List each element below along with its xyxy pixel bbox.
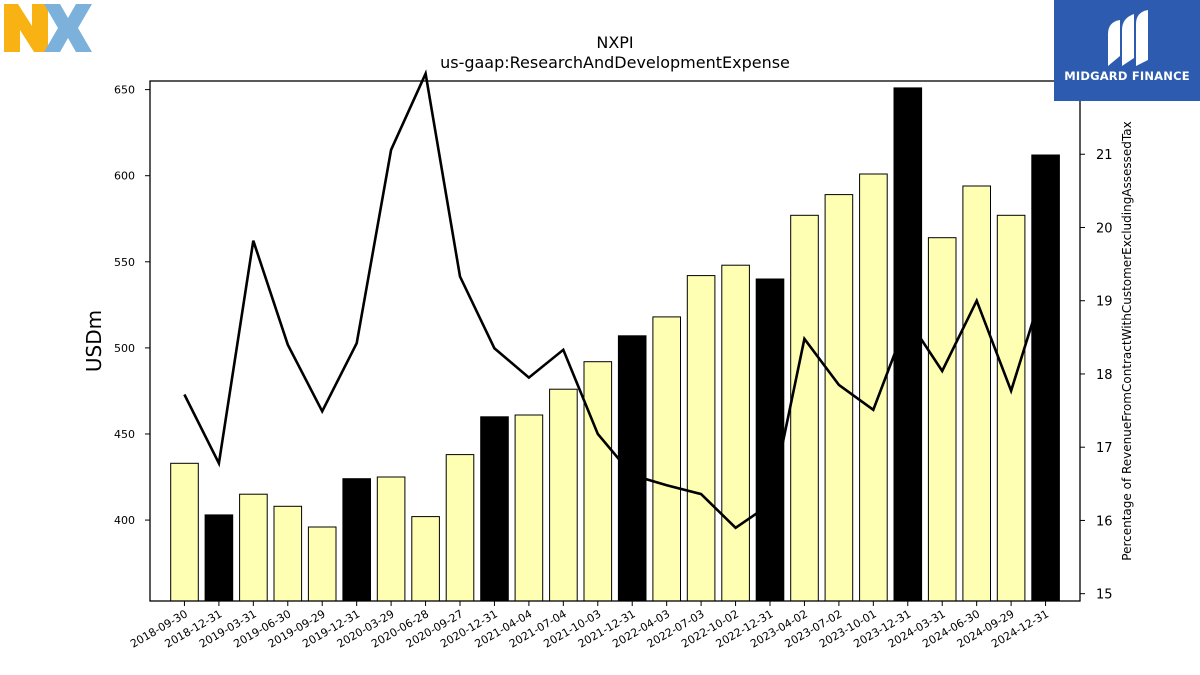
bar-2022-10-02 xyxy=(721,264,750,602)
midgard-finance-logo: MIDGARD FINANCE xyxy=(1054,0,1200,101)
y-tick-label: 500 xyxy=(114,342,135,355)
bar-2023-04-02 xyxy=(790,214,819,602)
y2-tick-label: 17 xyxy=(1096,441,1113,456)
bar-2020-06-28 xyxy=(411,516,440,602)
bar-2019-03-31 xyxy=(239,493,268,602)
bar-2018-09-30 xyxy=(170,462,199,602)
bar-2022-12-31 xyxy=(755,278,785,602)
bar-2024-03-31 xyxy=(927,237,957,602)
y-tick-label: 550 xyxy=(114,256,135,269)
y2-axis-label: Percentage of RevenueFromContractWithCus… xyxy=(1120,121,1134,560)
bar-2021-12-31 xyxy=(617,335,647,602)
bar-2021-10-03 xyxy=(583,361,613,602)
bar-2024-09-29 xyxy=(996,214,1026,602)
bar-2018-12-31 xyxy=(204,514,234,602)
y-tick-label: 400 xyxy=(114,514,135,527)
y2-tick-label: 15 xyxy=(1096,588,1113,603)
bar-2024-06-30 xyxy=(962,185,992,602)
bar-2019-06-30 xyxy=(273,505,303,602)
bar-2022-07-03 xyxy=(686,275,716,602)
plot-frame xyxy=(149,80,1081,602)
bar-2020-03-29 xyxy=(376,476,406,602)
chart-title: NXPI xyxy=(596,33,633,52)
bar-2021-07-04 xyxy=(549,388,578,602)
y2-tick-label: 21 xyxy=(1096,148,1113,163)
y2-tick-label: 20 xyxy=(1096,221,1113,236)
bar-2022-04-03 xyxy=(652,316,682,602)
y2-tick-label: 16 xyxy=(1096,514,1113,529)
y-tick-label: 650 xyxy=(114,84,135,97)
y2-tick-label: 19 xyxy=(1096,295,1113,310)
bar-2019-12-31 xyxy=(342,478,371,602)
line-series xyxy=(183,69,1047,530)
y-axis-label: USDm xyxy=(82,310,106,372)
y2-tick-label: 18 xyxy=(1096,368,1113,383)
midgard-mark-icon xyxy=(1108,10,1148,66)
bar-2023-07-02 xyxy=(824,194,854,602)
bar-2024-12-31 xyxy=(1031,154,1060,602)
line-series-path xyxy=(183,69,1047,530)
y-axis-left: 400 450 500 550 600 650 xyxy=(114,84,150,527)
y-tick-label: 600 xyxy=(114,170,135,183)
bar-2020-12-31 xyxy=(480,416,509,602)
nxp-logo xyxy=(4,4,120,52)
bar-2020-09-27 xyxy=(445,454,475,602)
x-axis: 2018-09-302018-12-312019-03-312019-06-30… xyxy=(128,601,1051,651)
bar-2021-04-04 xyxy=(514,414,544,602)
bar-2019-09-29 xyxy=(307,526,337,602)
y-tick-label: 450 xyxy=(114,428,135,441)
midgard-finance-label: MIDGARD FINANCE xyxy=(1064,69,1190,83)
bar-series xyxy=(170,87,1060,602)
y-axis-right: 15 16 17 18 19 20 21 xyxy=(1080,148,1113,603)
chart-subtitle: us-gaap:ResearchAndDevelopmentExpense xyxy=(440,53,790,72)
